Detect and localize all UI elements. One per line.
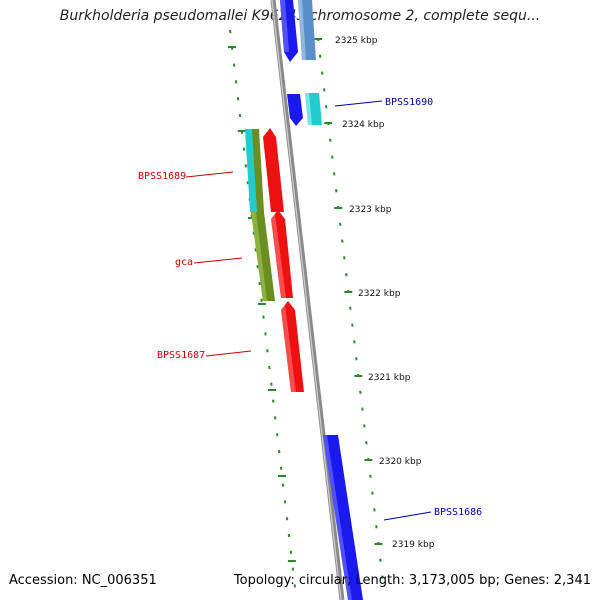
gene-bpss1687-arrow-shade (281, 305, 296, 392)
label-gca[interactable]: gca (175, 257, 193, 268)
feature-olive-gca-shade (251, 212, 267, 301)
kbp-label-2321: 2321 kbp (368, 373, 411, 383)
kbp-label-2325: 2325 kbp (335, 36, 378, 46)
kbp-label-2320: 2320 kbp (379, 457, 422, 467)
label-bpss1686[interactable]: BPSS1686 (434, 507, 482, 518)
label-bpss1689[interactable]: BPSS1689 (138, 171, 186, 182)
tick-dashes (227, 29, 384, 588)
kbp-label-2323: 2323 kbp (349, 205, 392, 215)
label-bpss1690[interactable]: BPSS1690 (385, 97, 433, 108)
kbp-label-2324: 2324 kbp (342, 120, 385, 130)
forward-strand-genes (280, 0, 363, 600)
gene-bpss1686-shade (323, 435, 352, 600)
label-bpss1687[interactable]: BPSS1687 (157, 350, 205, 361)
accession-text: Accession: NC_006351 (9, 573, 157, 588)
backbone-line (270, 0, 345, 600)
feature-olive-upper[interactable] (252, 129, 264, 212)
gene-bpss1690-arrow[interactable] (287, 94, 303, 126)
kbp-label-2322: 2322 kbp (358, 289, 401, 299)
leader-bpss1689 (185, 171, 234, 178)
topology-text: Topology: circular; Length: 3,173,005 bp… (233, 573, 591, 588)
gene-labels: BPSS1690 BPSS1689 gca BPSS1687 BPSS1686 (138, 97, 482, 521)
leader-bpss1690 (334, 100, 383, 107)
leader-gca (193, 257, 243, 264)
backbone-highlight (271, 0, 342, 600)
kbp-label-2319: 2319 kbp (392, 540, 435, 550)
gene-bpss1689-arrow[interactable] (263, 128, 284, 212)
kbp-labels: 2325 kbp 2324 kbp 2323 kbp 2322 kbp 2321… (335, 36, 435, 550)
gene-bpss1690-cyan-shade (305, 93, 312, 125)
leader-bpss1687 (205, 350, 252, 357)
reverse-strand-genes (245, 128, 304, 392)
gene-arrow-top-shade (280, 0, 289, 52)
gene-gca-arrow-shade (271, 214, 286, 298)
gene-block-top-light-shade (298, 0, 306, 60)
leader-bpss1686 (383, 511, 432, 521)
